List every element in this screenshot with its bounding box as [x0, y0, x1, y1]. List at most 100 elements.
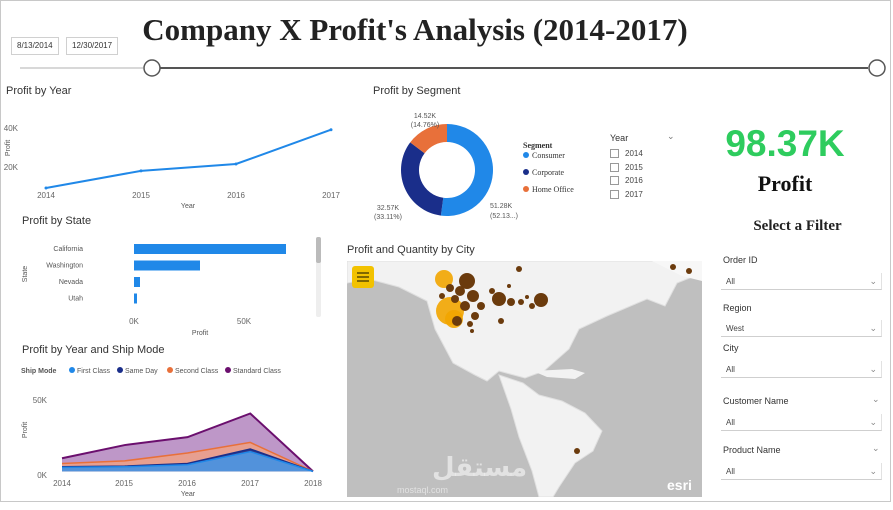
ship-legend-title: Ship Mode	[21, 368, 56, 375]
city-bubbles[interactable]	[435, 264, 692, 454]
state-bar[interactable]	[134, 244, 286, 254]
x-tick-2018: 2018	[304, 479, 322, 488]
segment-slice-consumer[interactable]	[440, 124, 493, 216]
city-bubble[interactable]	[446, 284, 454, 292]
city-bubble[interactable]	[525, 295, 529, 299]
chevron-down-icon[interactable]: ⌄	[872, 394, 880, 404]
watermark-logo: مستقل	[432, 453, 527, 483]
year-option-2014[interactable]: 2014	[610, 147, 643, 161]
slider-end-handle[interactable]	[868, 59, 886, 77]
city-bubble[interactable]	[459, 273, 475, 289]
city-bubble[interactable]	[574, 448, 580, 454]
area-first-class[interactable]	[62, 451, 313, 472]
city-bubble[interactable]	[507, 298, 515, 306]
x-axis-label: Year	[181, 491, 196, 498]
kpi-label: Profit	[757, 171, 813, 196]
city-bubble[interactable]	[534, 293, 548, 307]
state-bar[interactable]	[134, 293, 137, 304]
checkbox-icon[interactable]	[610, 162, 619, 172]
city-bubble[interactable]	[455, 286, 465, 296]
year-option-2017[interactable]: 2017	[610, 188, 643, 202]
state-bar[interactable]	[134, 260, 200, 271]
scrollbar-thumb[interactable]	[316, 237, 321, 263]
corporate-pct-label: (33.11%)	[374, 214, 402, 221]
city-bubble[interactable]	[492, 292, 506, 306]
x-tick-2017: 2017	[322, 191, 340, 200]
chevron-down-icon: ⌄	[869, 417, 877, 427]
legend-item[interactable]: Second Class	[175, 368, 219, 375]
year-option-2016[interactable]: 2016	[610, 174, 643, 188]
city-bubble[interactable]	[518, 299, 524, 305]
consumer-pct-label: (52.13...)	[490, 213, 518, 220]
city-bubble[interactable]	[516, 266, 522, 272]
corporate-value-label: 32.57K	[377, 205, 400, 212]
city-bubble[interactable]	[670, 264, 676, 270]
city-bubble[interactable]	[477, 302, 485, 310]
city-bubble[interactable]	[467, 290, 479, 302]
y-tick-50k: 50K	[33, 396, 48, 405]
chevron-down-icon: ⌄	[869, 466, 877, 476]
state-label: Nevada	[59, 279, 83, 286]
customer-name-dropdown[interactable]: All ⌄	[721, 414, 882, 431]
profit-by-year-chart[interactable]: 40K 20K Profit 2014 2015 2016 2017 Year	[0, 100, 345, 215]
state-label: Utah	[68, 296, 83, 303]
segment-slice-corporate[interactable]	[401, 142, 444, 216]
legend-item[interactable]: Corporate	[532, 168, 564, 177]
city-bubble[interactable]	[460, 301, 470, 311]
checkbox-icon[interactable]	[610, 176, 619, 186]
city-map[interactable]: مستقل mostaql.com esri	[347, 261, 702, 497]
chevron-down-icon: ⌄	[869, 364, 877, 374]
checkbox-icon[interactable]	[610, 189, 619, 199]
line-point[interactable]	[139, 169, 143, 173]
report-title: Company X Profit's Analysis (2014-2017)	[142, 12, 688, 47]
line-point[interactable]	[329, 128, 333, 132]
order-id-dropdown[interactable]: All ⌄	[721, 273, 882, 290]
region-dropdown[interactable]: West ⌄	[721, 320, 882, 337]
legend-item[interactable]: Home Office	[532, 185, 574, 194]
city-bubble[interactable]	[467, 321, 473, 327]
city-bubble[interactable]	[507, 284, 511, 288]
legend-item[interactable]: First Class	[77, 368, 111, 375]
city-bubble[interactable]	[686, 268, 692, 274]
slider-start-handle[interactable]	[143, 59, 161, 77]
profit-by-segment-title: Profit by Segment	[373, 85, 461, 97]
city-bubble[interactable]	[471, 312, 479, 320]
chevron-down-icon[interactable]: ⌄	[872, 443, 880, 453]
line-point[interactable]	[44, 186, 48, 190]
filter-label-product-name: Product Name	[723, 445, 781, 455]
x-axis-label: Year	[181, 203, 196, 210]
legend-item[interactable]: Standard Class	[233, 368, 281, 375]
city-bubble[interactable]	[439, 293, 445, 299]
legend-item[interactable]: Consumer	[532, 151, 565, 160]
legend-dot	[69, 367, 75, 373]
city-bubble[interactable]	[489, 288, 495, 294]
legend-dot	[523, 186, 529, 192]
city-bubble[interactable]	[470, 329, 474, 333]
line-point[interactable]	[234, 162, 238, 166]
city-bubble[interactable]	[451, 295, 459, 303]
city-bubble[interactable]	[435, 270, 453, 288]
product-name-dropdown[interactable]: All ⌄	[721, 463, 882, 480]
date-range-slider[interactable]	[0, 55, 893, 81]
city-bubble[interactable]	[452, 316, 462, 326]
city-bubble[interactable]	[529, 303, 535, 309]
segment-slice-home-office[interactable]	[410, 124, 447, 154]
year-option-2015[interactable]: 2015	[610, 161, 643, 175]
home-office-pct-label: (14.76%)	[411, 122, 439, 129]
profit-by-segment-chart[interactable]: 14.52K (14.76%) 32.57K (33.11%) 51.28K (…	[360, 100, 600, 230]
chevron-down-icon[interactable]: ⌄	[667, 131, 675, 141]
legend-item[interactable]: Same Day	[125, 368, 158, 375]
start-date-input[interactable]: 8/13/2014	[11, 37, 59, 55]
checkbox-icon[interactable]	[610, 149, 619, 159]
end-date-input[interactable]: 12/30/2017	[66, 37, 119, 55]
state-bar[interactable]	[134, 277, 140, 287]
caribbean-landmass	[533, 369, 585, 379]
filter-label-order-id: Order ID	[723, 255, 758, 265]
y-axis-label: Profit	[5, 140, 12, 156]
city-dropdown[interactable]: All ⌄	[721, 361, 882, 378]
city-bubble[interactable]	[498, 318, 504, 324]
home-office-value-label: 14.52K	[414, 113, 437, 120]
profit-by-ship-chart[interactable]: Ship Mode First Class Same Day Second Clas…	[0, 362, 335, 500]
y-tick-40k: 40K	[4, 124, 19, 133]
